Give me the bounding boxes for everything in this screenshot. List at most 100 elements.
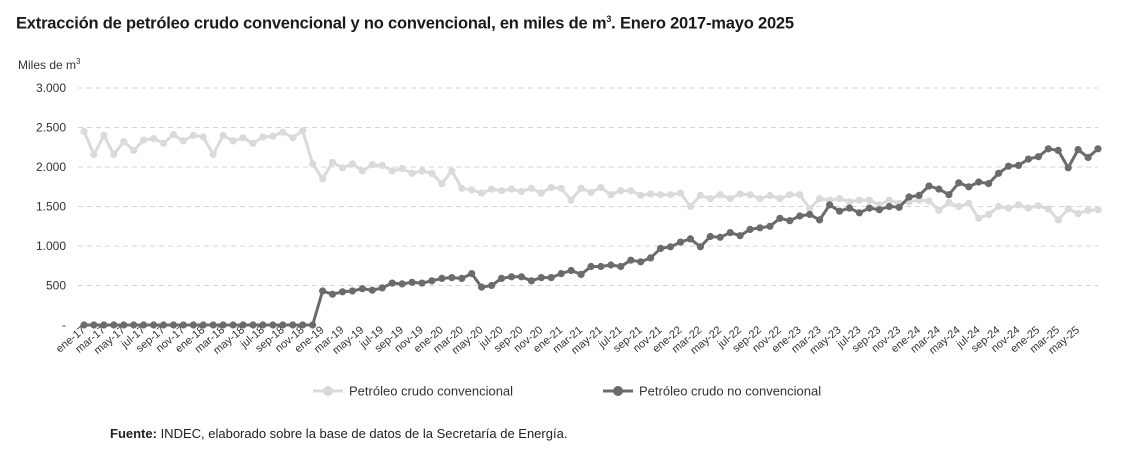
y-tick-label: - bbox=[62, 318, 66, 332]
data-point-unconventional bbox=[985, 180, 993, 188]
data-point-unconventional bbox=[637, 258, 645, 266]
data-point-conventional bbox=[965, 199, 973, 207]
data-point-conventional bbox=[249, 139, 257, 147]
data-point-unconventional bbox=[955, 179, 963, 187]
data-point-unconventional bbox=[259, 321, 267, 329]
data-point-conventional bbox=[239, 134, 247, 142]
data-point-conventional bbox=[507, 185, 516, 193]
data-point-conventional bbox=[627, 187, 635, 195]
data-point-conventional bbox=[766, 191, 774, 199]
data-point-unconventional bbox=[617, 262, 625, 271]
legend-item-conventional: Petróleo crudo convencional bbox=[313, 384, 513, 399]
data-point-unconventional bbox=[527, 277, 536, 285]
data-point-unconventional bbox=[140, 321, 148, 329]
data-point-unconventional bbox=[169, 321, 178, 329]
data-point-conventional bbox=[1084, 206, 1092, 214]
data-point-conventional bbox=[666, 191, 675, 199]
data-point-unconventional bbox=[90, 321, 98, 329]
data-point-unconventional bbox=[1044, 145, 1052, 153]
data-point-conventional bbox=[776, 195, 784, 203]
data-point-conventional bbox=[796, 191, 804, 199]
data-point-unconventional bbox=[1084, 153, 1092, 162]
data-point-conventional bbox=[816, 195, 824, 203]
data-point-unconventional bbox=[835, 207, 844, 215]
legend-swatch-marker bbox=[323, 386, 333, 396]
data-point-unconventional bbox=[607, 261, 615, 269]
data-point-conventional bbox=[468, 186, 476, 194]
data-point-unconventional bbox=[935, 185, 943, 193]
data-point-conventional bbox=[130, 146, 138, 154]
data-point-conventional bbox=[398, 165, 406, 173]
data-point-conventional bbox=[806, 205, 814, 213]
data-point-conventional bbox=[577, 184, 585, 192]
data-point-unconventional bbox=[249, 321, 257, 329]
data-point-unconventional bbox=[826, 201, 834, 209]
data-point-unconventional bbox=[1024, 155, 1032, 163]
data-point-conventional bbox=[786, 191, 794, 199]
data-point-unconventional bbox=[885, 202, 893, 211]
data-point-unconventional bbox=[100, 321, 108, 329]
legend-label: Petróleo crudo convencional bbox=[349, 384, 513, 399]
data-point-unconventional bbox=[647, 254, 655, 262]
data-point-unconventional bbox=[915, 191, 923, 199]
data-point-conventional bbox=[696, 191, 705, 199]
data-point-unconventional bbox=[438, 274, 446, 282]
data-point-unconventional bbox=[478, 283, 486, 291]
data-point-conventional bbox=[1064, 205, 1072, 213]
data-point-unconventional bbox=[150, 321, 158, 329]
data-point-conventional bbox=[1024, 204, 1032, 212]
data-point-unconventional bbox=[905, 193, 913, 201]
data-point-conventional bbox=[657, 191, 665, 199]
data-point-unconventional bbox=[428, 277, 436, 285]
data-point-conventional bbox=[289, 134, 297, 142]
data-point-unconventional bbox=[358, 285, 366, 293]
data-point-unconventional bbox=[368, 286, 376, 294]
data-point-unconventional bbox=[965, 183, 973, 191]
data-point-conventional bbox=[328, 158, 337, 166]
data-point-conventional bbox=[229, 137, 237, 145]
data-point-conventional bbox=[975, 214, 983, 222]
data-point-conventional bbox=[945, 199, 953, 207]
data-point-unconventional bbox=[746, 225, 754, 233]
data-point-unconventional bbox=[398, 280, 406, 288]
data-point-conventional bbox=[378, 161, 386, 169]
data-point-conventional bbox=[955, 202, 963, 211]
data-point-unconventional bbox=[796, 212, 804, 220]
data-point-unconventional bbox=[975, 178, 983, 186]
y-tick-label: 500 bbox=[46, 279, 66, 293]
data-point-unconventional bbox=[686, 235, 695, 243]
data-point-unconventional bbox=[279, 321, 287, 329]
data-point-unconventional bbox=[557, 270, 565, 278]
data-point-unconventional bbox=[806, 210, 814, 218]
data-point-conventional bbox=[746, 191, 754, 199]
data-point-unconventional bbox=[816, 216, 824, 224]
data-point-unconventional bbox=[567, 266, 575, 275]
source-note: Fuente: INDEC, elaborado sobre la base d… bbox=[110, 426, 568, 441]
data-point-conventional bbox=[189, 131, 197, 139]
data-point-conventional bbox=[140, 136, 148, 144]
data-point-conventional bbox=[1014, 201, 1023, 209]
data-point-conventional bbox=[458, 184, 466, 192]
data-point-conventional bbox=[995, 202, 1003, 211]
data-point-unconventional bbox=[229, 321, 237, 329]
data-point-unconventional bbox=[189, 321, 197, 329]
data-point-conventional bbox=[418, 167, 426, 175]
data-point-conventional bbox=[478, 189, 486, 197]
data-point-conventional bbox=[1044, 205, 1052, 213]
data-point-conventional bbox=[209, 150, 217, 158]
data-point-conventional bbox=[408, 169, 416, 177]
data-point-conventional bbox=[100, 131, 108, 139]
data-point-conventional bbox=[547, 183, 555, 192]
data-point-conventional bbox=[835, 195, 844, 203]
data-point-conventional bbox=[120, 138, 128, 146]
data-point-conventional bbox=[199, 133, 207, 141]
data-point-unconventional bbox=[1014, 161, 1023, 169]
data-point-conventional bbox=[219, 131, 227, 139]
data-point-unconventional bbox=[130, 321, 138, 329]
data-point-unconventional bbox=[1054, 146, 1062, 154]
data-point-unconventional bbox=[408, 278, 416, 286]
data-point-unconventional bbox=[120, 321, 128, 329]
data-point-conventional bbox=[855, 196, 864, 204]
data-point-conventional bbox=[567, 196, 575, 204]
data-point-unconventional bbox=[1074, 146, 1082, 154]
